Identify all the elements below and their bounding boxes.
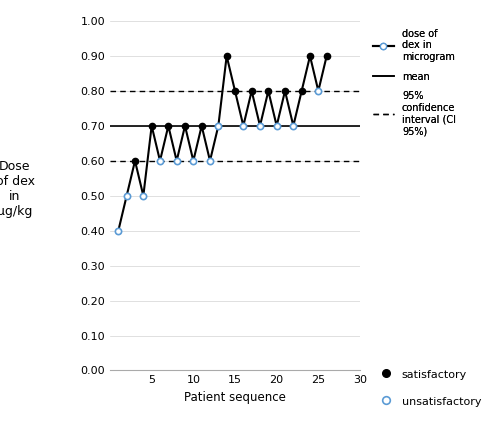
X-axis label: Patient sequence: Patient sequence	[184, 391, 286, 404]
Legend: satisfactory, unsatisfactory: satisfactory, unsatisfactory	[376, 364, 484, 411]
Legend: dose of
dex in
microgram, mean, 95%
confidence
interval (CI
95%): dose of dex in microgram, mean, 95% conf…	[370, 26, 459, 139]
Text: Dose
of dex
in
μg/kg: Dose of dex in μg/kg	[0, 160, 34, 218]
